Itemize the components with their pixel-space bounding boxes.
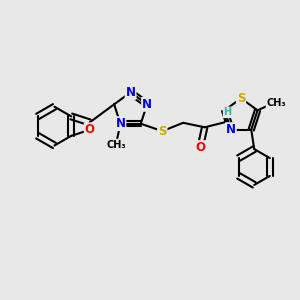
Text: N: N: [116, 117, 125, 130]
Text: CH₃: CH₃: [266, 98, 286, 108]
Text: S: S: [237, 92, 245, 105]
Text: O: O: [85, 123, 95, 136]
Text: CH₃: CH₃: [106, 140, 126, 150]
Text: O: O: [195, 141, 205, 154]
Text: H: H: [224, 107, 232, 117]
Text: N: N: [226, 123, 236, 136]
Text: S: S: [158, 125, 166, 138]
Text: N: N: [142, 98, 152, 111]
Text: N: N: [126, 86, 136, 99]
